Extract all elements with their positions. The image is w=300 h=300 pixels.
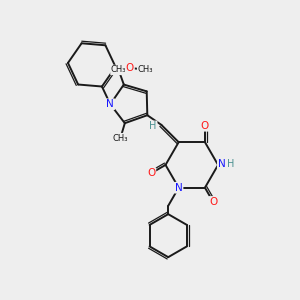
Text: O: O [126,63,134,73]
Text: CH₃: CH₃ [138,64,153,74]
Text: N: N [175,183,182,193]
Text: N: N [218,159,226,169]
Text: O: O [147,168,155,178]
Text: H: H [149,122,157,131]
Text: N: N [106,99,114,109]
Text: O: O [201,121,209,131]
Text: H: H [227,159,234,169]
Text: CH₃: CH₃ [113,134,128,142]
Text: O: O [209,197,217,207]
Text: CH₃: CH₃ [111,65,126,74]
